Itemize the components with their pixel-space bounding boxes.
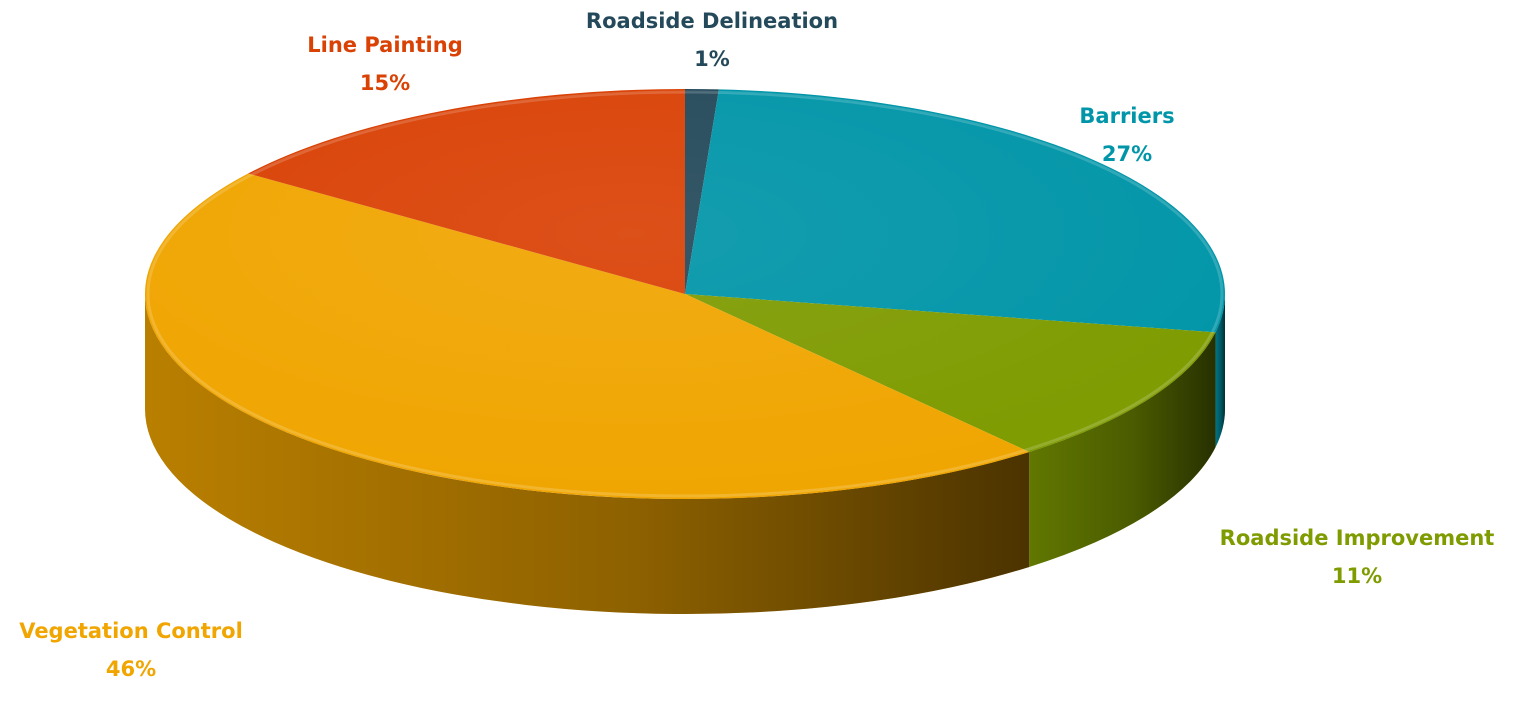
pie-top-rim (146, 90, 1224, 498)
label-vegetation-control-name: Vegetation Control (19, 619, 243, 643)
label-line-painting: Line Painting 15% (307, 26, 462, 102)
pie-tops (145, 89, 1225, 499)
wall-shade-vegetation-control (145, 294, 1030, 614)
wall-shade-roadside-improvement (1029, 332, 1216, 567)
wall-shade-barriers (1215, 294, 1225, 448)
label-vegetation-control-pct: 46% (105, 657, 157, 681)
label-roadside-improvement: Roadside Improvement 11% (1220, 519, 1495, 595)
label-roadside-delineation-pct: 1% (694, 47, 730, 71)
label-barriers: Barriers 27% (1079, 97, 1174, 173)
label-roadside-delineation-name: Roadside Delineation (585, 9, 839, 33)
label-roadside-delineation: Roadside Delineation 1% (586, 2, 838, 78)
label-roadside-improvement-pct: 11% (1331, 564, 1383, 588)
label-vegetation-control: Vegetation Control 46% (19, 612, 243, 688)
pie-walls (145, 294, 1225, 614)
label-line-painting-pct: 15% (359, 71, 411, 95)
label-line-painting-name: Line Painting (307, 33, 463, 57)
label-barriers-name: Barriers (1079, 104, 1175, 128)
label-barriers-pct: 27% (1101, 142, 1153, 166)
label-roadside-improvement-name: Roadside Improvement (1219, 526, 1495, 550)
